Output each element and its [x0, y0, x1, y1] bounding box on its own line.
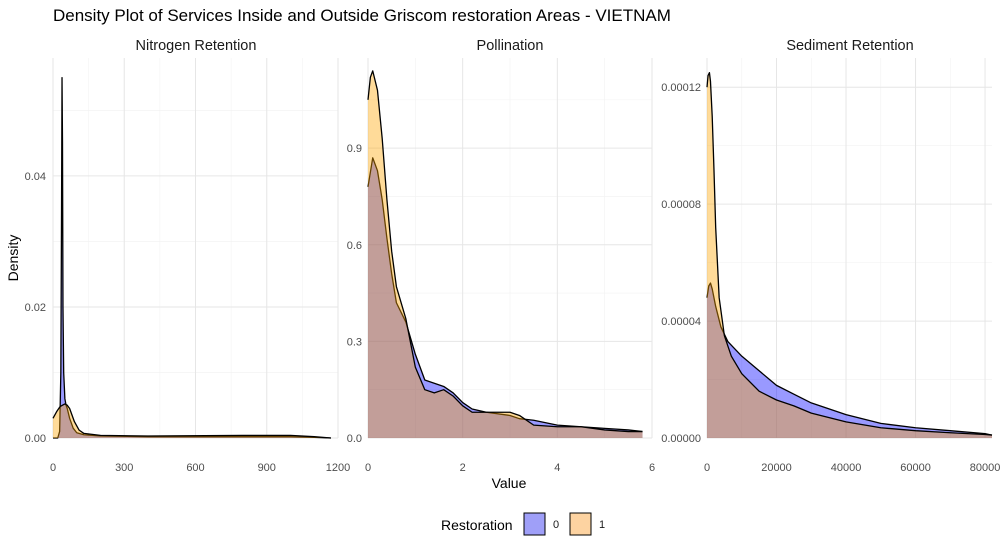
x-tick-label: 60000: [900, 462, 931, 474]
density-area-0: [368, 157, 643, 438]
density-line-1: [52, 403, 331, 439]
x-tick-label: 1200: [326, 462, 350, 474]
legend-label-1: 1: [599, 519, 605, 531]
y-tick-label: 0.6: [347, 240, 362, 252]
y-axis-label: Density: [5, 235, 21, 282]
x-tick-label: 300: [115, 462, 133, 474]
density-line-1: [706, 71, 993, 436]
x-tick-label: 20000: [761, 462, 792, 474]
legend-title: Restoration: [441, 517, 513, 533]
facet-title: Pollination: [477, 38, 544, 54]
y-tick-label: 0.02: [25, 302, 46, 314]
facet-title: Sediment Retention: [786, 38, 913, 54]
x-tick-label: 0: [50, 462, 56, 474]
y-tick-label: 0.9: [347, 143, 362, 155]
y-tick-label: 0.00008: [661, 199, 701, 211]
legend: Restoration 0 1: [441, 512, 605, 536]
facet-panel-1: Pollination 0 2 4 6 0.0 0.3 0.6 0.9: [347, 38, 655, 474]
density-area-1: [368, 70, 643, 438]
x-axis-label: Value: [492, 475, 527, 491]
x-tick-label: 0: [704, 462, 710, 474]
y-tick-label: 0.3: [347, 336, 362, 348]
density-line-0: [367, 157, 643, 433]
y-tick-label: 0.00012: [661, 82, 701, 94]
y-tick-label: 0.04: [25, 171, 46, 183]
y-tick-label: 0.00004: [661, 316, 701, 328]
density-line-0: [53, 77, 331, 439]
x-tick-label: 4: [554, 462, 560, 474]
y-tick-label: 0.00: [25, 433, 46, 445]
legend-label-0: 0: [553, 519, 559, 531]
legend-key-1: [569, 512, 592, 536]
y-tick-label: 0.00000: [661, 433, 701, 445]
density-line-1: [367, 70, 643, 433]
y-tick-label: 0.0: [347, 433, 362, 445]
x-tick-label: 900: [258, 462, 276, 474]
x-tick-label: 6: [649, 462, 655, 474]
x-tick-label: 600: [186, 462, 204, 474]
x-tick-label: 2: [460, 462, 466, 474]
facet-panel-0: Nitrogen Retention 0 300 600 900 1200 0.00 0.02…: [25, 38, 351, 474]
facet-panel-2: Sediment Retention 0 20000 40000 60000 80000 0…: [661, 38, 1000, 474]
density-area-1: [53, 403, 331, 438]
x-tick-label: 0: [365, 462, 371, 474]
density-area-1: [707, 72, 992, 439]
x-tick-label: 40000: [831, 462, 862, 474]
facet-title: Nitrogen Retention: [136, 38, 257, 54]
x-tick-label: 80000: [970, 462, 1000, 474]
density-line-0: [706, 282, 993, 436]
chart-title: Density Plot of Services Inside and Outs…: [53, 6, 671, 25]
density-area-0: [707, 283, 992, 438]
legend-key-0: [523, 512, 546, 536]
